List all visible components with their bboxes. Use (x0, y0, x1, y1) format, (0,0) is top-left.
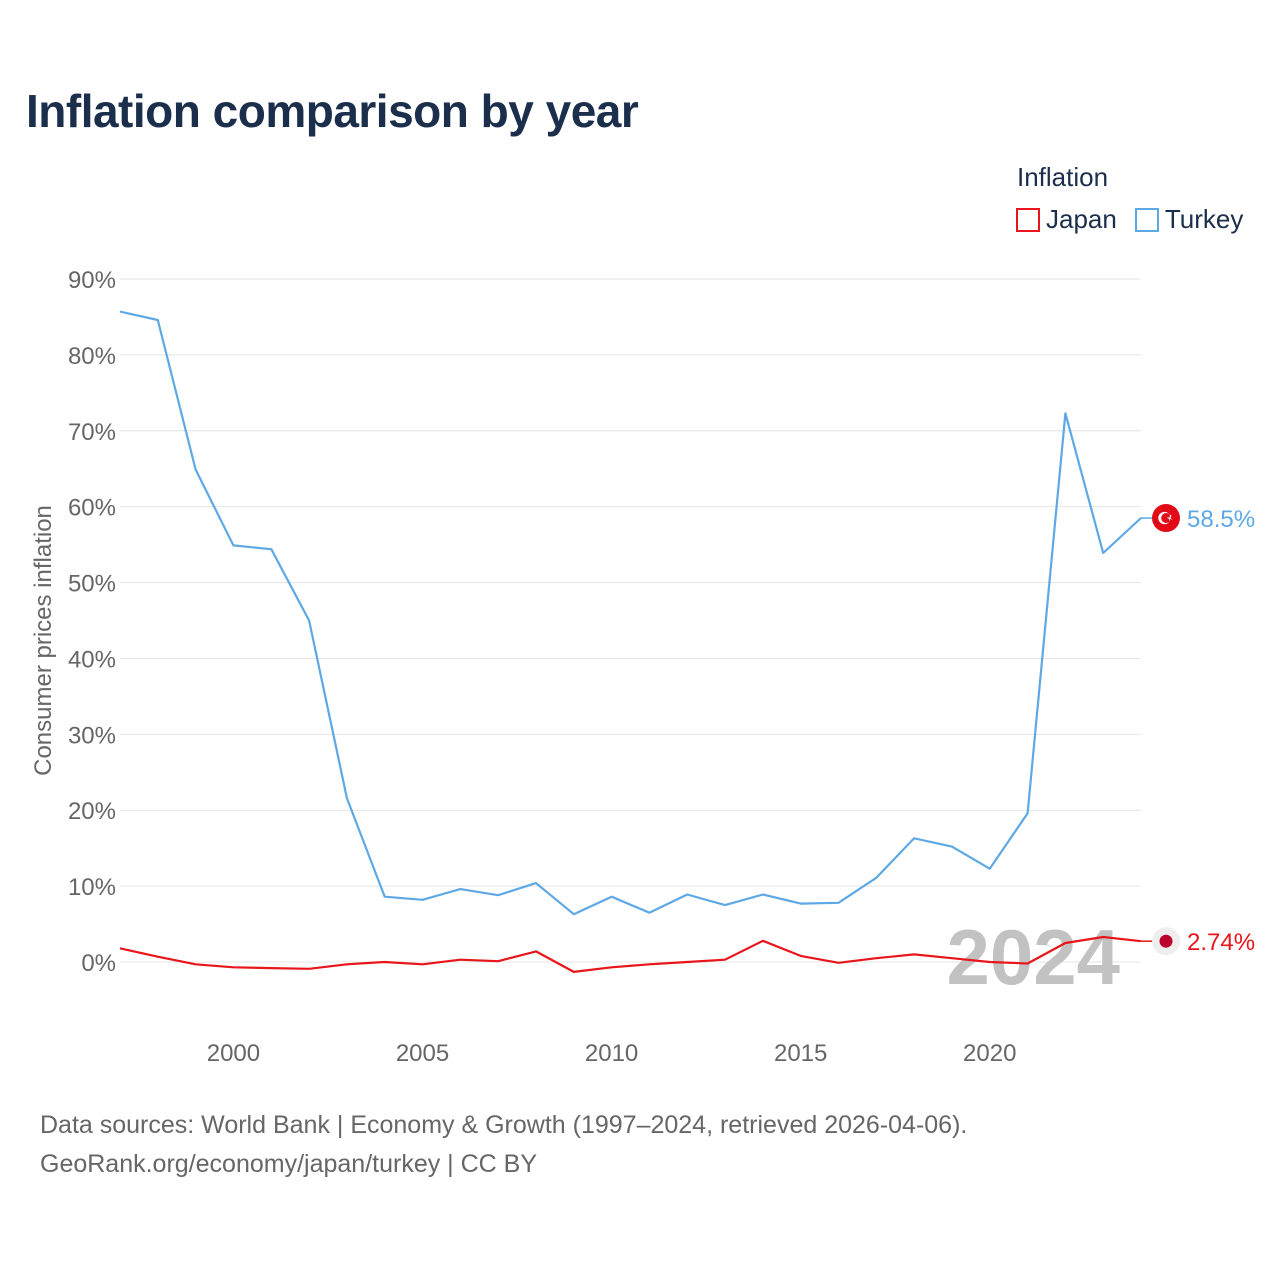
y-tick-label: 50% (68, 571, 116, 598)
y-tick-label: 30% (68, 722, 116, 749)
footer-sources: Data sources: World Bank | Economy & Gro… (40, 1111, 968, 1139)
year-watermark: 2024 (946, 913, 1120, 1001)
turkey-flag-star (1166, 514, 1173, 522)
footer: Data sources: World Bank | Economy & Gro… (40, 1106, 967, 1184)
legend-label-turkey: Turkey (1164, 204, 1244, 234)
x-tick-label: 2010 (585, 1040, 638, 1067)
series-line-japan[interactable] (119, 935, 1142, 974)
y-axis-label: Consumer prices inflation (30, 505, 57, 776)
y-tick-label: 0% (81, 950, 116, 977)
legend-item-turkey[interactable]: Turkey (1134, 204, 1244, 235)
y-tick-label: 40% (68, 646, 116, 673)
x-tick-label: 2020 (963, 1040, 1016, 1067)
y-tick-label: 20% (68, 798, 116, 825)
y-tick-label: 60% (68, 495, 116, 522)
legend: Japan Turkey (1016, 204, 1243, 235)
x-tick-label: 2000 (207, 1040, 260, 1067)
y-tick-label: 70% (68, 419, 116, 446)
chart-title: Inflation comparison by year (26, 85, 639, 137)
legend-swatch-turkey (1134, 207, 1159, 232)
series-line-turkey[interactable] (119, 310, 1142, 916)
y-tick-label: 10% (68, 874, 116, 901)
end-value-label-turkey: 58.5% (1187, 506, 1255, 533)
legend-swatch-japan (1016, 207, 1040, 232)
legend-item-japan[interactable]: Japan (1016, 204, 1117, 235)
y-tick-label: 80% (68, 343, 116, 370)
x-tick-label: 2005 (396, 1040, 449, 1067)
end-value-label-japan: 2.74% (1187, 929, 1255, 956)
legend-label-japan: Japan (1046, 204, 1117, 234)
legend-title: Inflation (1017, 162, 1109, 192)
y-tick-label: 90% (68, 267, 116, 294)
turkey-flag-crescent-inner (1161, 513, 1172, 524)
japan-flag-disc (1159, 934, 1173, 948)
footer-link[interactable]: GeoRank.org/economy/japan/turkey | CC BY (40, 1150, 538, 1178)
x-tick-label: 2015 (774, 1040, 827, 1067)
